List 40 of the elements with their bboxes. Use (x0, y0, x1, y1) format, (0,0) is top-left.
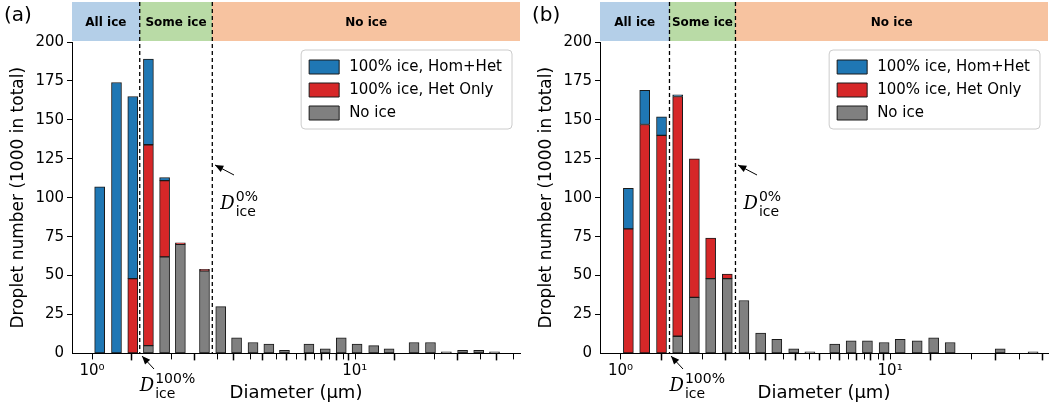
y-tick-label: 50 (572, 265, 593, 284)
legend-label: 100% ice, Het Only (349, 79, 494, 98)
y-tick-label: 50 (44, 265, 65, 284)
y-tick-label: 75 (44, 226, 65, 245)
y-tick-label: 0 (582, 343, 593, 362)
x-tick-label: 10⁰ (607, 361, 633, 380)
y-tick-label: 125 (563, 148, 593, 167)
x-axis-title: Diameter (µm) (757, 380, 891, 402)
legend-label: 100% ice, Hom+Het (349, 56, 503, 75)
x-tick-label: 10¹ (877, 361, 903, 380)
y-tick-label: 25 (44, 304, 65, 323)
y-tick-label: 150 (563, 109, 593, 128)
legend-label: 100% ice, Het Only (877, 79, 1022, 98)
region-header: No ice (735, 2, 1048, 41)
region-header: All ice (600, 2, 670, 41)
y-tick-label: 75 (572, 226, 593, 245)
region-header: No ice (212, 2, 520, 41)
y-tick-label: 200 (563, 31, 593, 50)
legend-label: No ice (349, 102, 396, 121)
chart-title: (a) (4, 2, 32, 27)
y-tick-label: 125 (35, 148, 65, 167)
y-tick-label: 150 (35, 109, 65, 128)
x-tick-label: 10¹ (342, 361, 368, 380)
y-tick-label: 175 (35, 70, 65, 89)
y-axis-title: Droplet number (1000 in total) (6, 66, 27, 329)
y-axis-title: Droplet number (1000 in total) (534, 66, 555, 329)
x-axis-title: Diameter (µm) (229, 380, 363, 402)
region-header: Some ice (139, 2, 213, 41)
y-tick-label: 25 (572, 304, 593, 323)
legend-label: 100% ice, Hom+Het (877, 56, 1031, 75)
y-tick-label: 100 (35, 187, 65, 206)
region-header: Some ice (669, 2, 736, 41)
y-tick-label: 175 (563, 70, 593, 89)
region-header: All ice (72, 2, 140, 41)
x-tick-label: 10⁰ (79, 361, 105, 380)
legend-label: No ice (877, 102, 924, 121)
chart-title: (b) (532, 2, 561, 27)
y-tick-label: 0 (54, 343, 65, 362)
y-tick-label: 100 (563, 187, 593, 206)
y-tick-label: 200 (35, 31, 65, 50)
